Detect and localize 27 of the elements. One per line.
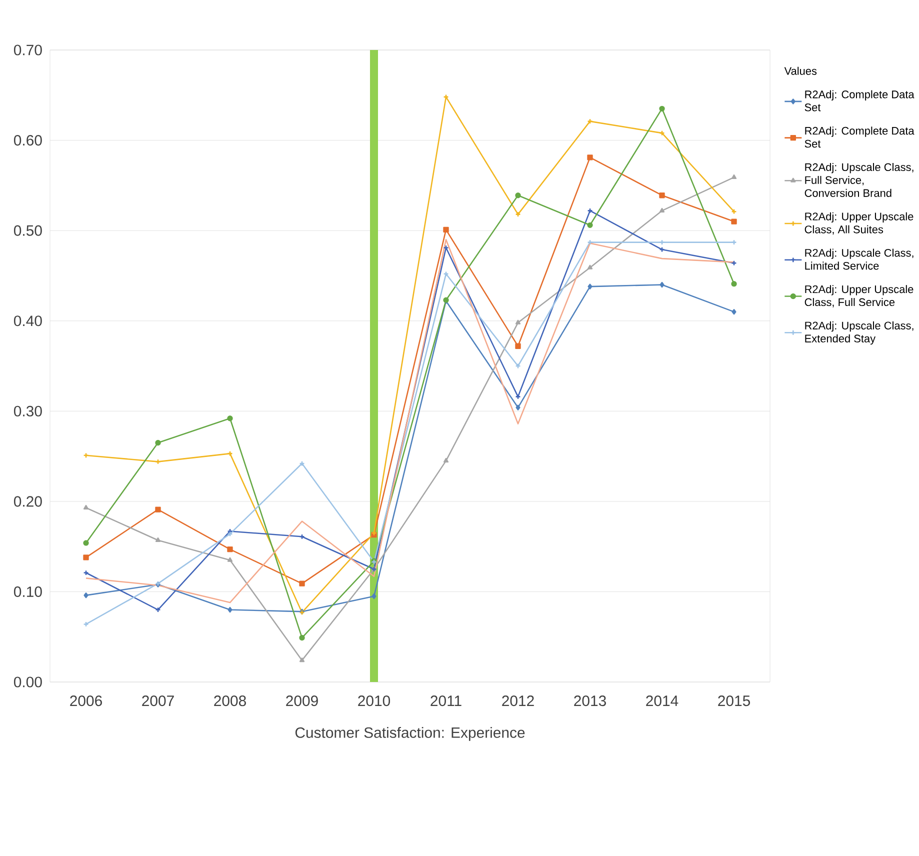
y-tick-label: 0.70 [14, 44, 42, 56]
y-tick-label: 0.60 [14, 134, 42, 146]
x-tick-label: 2006 [70, 696, 102, 706]
y-tick-label: 0.50 [14, 225, 42, 236]
x-tick-label: 2014 [646, 696, 678, 706]
x-tick-label: 2008 [214, 696, 246, 706]
x-tick-label: 2012 [502, 696, 534, 706]
x-tick-label: 2009 [286, 696, 318, 706]
y-tick-label: 0.30 [14, 406, 42, 416]
x-axis-title: Customer Satisfaction: Experience [295, 726, 525, 741]
y-tick-label: 0.00 [14, 676, 42, 688]
x-tick-label: 2013 [574, 696, 606, 706]
legend-label: R2Adj: Upper Upscale Class, Full Service [804, 285, 914, 308]
x-tick-label: 2007 [142, 696, 174, 706]
legend-title: Values [784, 66, 817, 75]
x-tick-label: 2011 [430, 696, 462, 706]
legend-label: R2Adj: Complete Data Set [804, 126, 914, 148]
legend-label: R2Adj: Upscale Class, Full Service, Conversion Brand [804, 162, 914, 197]
legend-label: R2Adj: Upper Upscale Class, All Suites [804, 212, 914, 235]
y-tick-label: 0.10 [14, 586, 42, 597]
legend-label: R2Adj: Upscale Class, Limited Service [805, 248, 914, 270]
legend-label: R2Adj: Complete Data Set [804, 90, 914, 112]
x-tick-label: 2015 [718, 696, 750, 706]
y-tick-label: 0.20 [14, 496, 42, 507]
y-tick-label: 0.40 [14, 316, 42, 326]
x-tick-label: 2010 [358, 696, 390, 706]
legend-label: R2Adj: Upscale Class, Extended Stay [805, 321, 914, 345]
